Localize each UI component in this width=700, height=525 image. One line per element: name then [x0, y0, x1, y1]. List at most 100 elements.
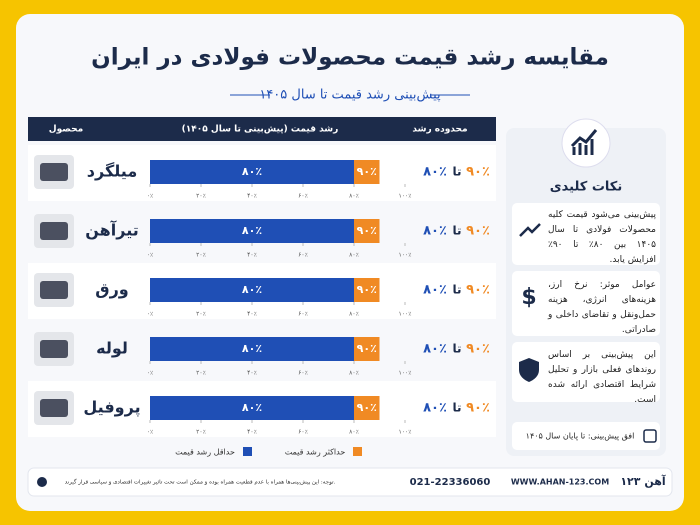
range-label: ۹۰٪ [466, 283, 490, 298]
notes-icon [570, 129, 598, 155]
x-tick-label: ۱۰۰٪ [399, 429, 412, 436]
range-connector: تا [452, 165, 461, 179]
x-tick-label: ۶۰٪ [298, 429, 308, 436]
x-tick-label: ۸۰٪ [349, 429, 359, 436]
x-tick-label: ۶۰٪ [298, 193, 308, 200]
website: WWW.AHAN-123.COM [511, 478, 609, 487]
x-tick-label: ۸۰٪ [349, 252, 359, 259]
x-tick-label: ۰٪ [147, 311, 153, 318]
x-tick-label: ۶۰٪ [298, 370, 308, 377]
x-tick-label: ۸۰٪ [349, 370, 359, 377]
col-header: رشد قیمت (پیش‌بینی تا سال ۱۴۰۵) [182, 125, 339, 135]
x-tick-label: ۲۰٪ [196, 193, 206, 200]
note-text: پیش‌بینی می‌شود قیمت کلیه محصولات فولادی… [548, 210, 656, 265]
info-icon [37, 477, 47, 487]
x-tick-label: ۰٪ [147, 370, 153, 377]
x-tick-label: ۱۰۰٪ [399, 311, 412, 318]
range-label: ۹۰٪ [466, 342, 490, 357]
category-label: لوله [96, 339, 128, 358]
category-label: پروفیل [83, 398, 140, 418]
x-tick-label: ۲۰٪ [196, 252, 206, 259]
range-connector: تا [452, 401, 461, 415]
x-tick-label: ۰٪ [147, 252, 153, 259]
x-tick-label: ۱۰۰٪ [399, 193, 412, 200]
legend-label: حداقل رشد قیمت [175, 448, 235, 457]
range-label: ۹۰٪ [466, 165, 490, 180]
phone: 021-22336060 [410, 477, 491, 488]
note-text: عوامل موثر: نرخ ارز، هزینه‌های انرژی، هز… [548, 280, 656, 335]
category-label: تیرآهن [85, 220, 138, 240]
range-label: ۸۰٪ [423, 165, 447, 180]
horizon: افق پیش‌بینی: تا پایان سال ۱۴۰۵ [526, 432, 635, 441]
product-icon [40, 222, 68, 240]
bar-min [150, 160, 354, 184]
x-tick-label: ۴۰٪ [247, 311, 257, 318]
range-connector: تا [452, 224, 461, 238]
table-header [28, 117, 496, 141]
value-label: ۹۰٪ [357, 165, 377, 178]
x-tick-label: ۰٪ [147, 429, 153, 436]
note-box [512, 422, 660, 450]
bar-min [150, 337, 354, 361]
note-box [512, 271, 660, 336]
x-tick-label: ۲۰٪ [196, 370, 206, 377]
note-icon: $ [521, 285, 536, 310]
legend-label: حداکثر رشد قیمت [285, 448, 346, 457]
x-tick-label: ۸۰٪ [349, 311, 359, 318]
subtitle: پیش‌بینی رشد قیمت تا سال ۱۴۰۵ [259, 88, 441, 103]
x-tick-label: ۶۰٪ [298, 252, 308, 259]
logo: آهن ۱۲۳ [620, 474, 666, 488]
bar-min [150, 219, 354, 243]
value-label: ۸۰٪ [242, 283, 262, 296]
bar-min [150, 396, 354, 420]
range-connector: تا [452, 342, 461, 356]
x-tick-label: ۶۰٪ [298, 311, 308, 318]
notes-title: نکات کلیدی [550, 180, 623, 195]
category-label: ورق [95, 280, 128, 299]
range-connector: تا [452, 283, 461, 297]
note-icon [519, 358, 539, 382]
title: مقایسه رشد قیمت محصولات فولادی در ایران [91, 45, 609, 71]
product-icon [40, 163, 68, 181]
range-label: ۹۰٪ [466, 224, 490, 239]
bar-min [150, 278, 354, 302]
footer-note: توجه: این پیش‌بینی‌ها همراه با عدم قطعیت… [65, 479, 336, 486]
col-header: محدوده رشد [412, 125, 467, 135]
legend-swatch [353, 447, 362, 456]
x-tick-label: ۴۰٪ [247, 193, 257, 200]
category-label: میلگرد [87, 162, 137, 181]
legend-swatch [243, 447, 252, 456]
note-icon [519, 223, 541, 237]
note-box [512, 342, 660, 402]
x-tick-label: ۴۰٪ [247, 252, 257, 259]
x-tick-label: ۴۰٪ [247, 370, 257, 377]
value-label: ۹۰٪ [357, 342, 377, 355]
value-label: ۹۰٪ [357, 224, 377, 237]
x-tick-label: ۰٪ [147, 193, 153, 200]
range-label: ۸۰٪ [423, 283, 447, 298]
product-icon [40, 281, 68, 299]
note-text: این پیش‌بینی بر اساس روندهای فعلی بازار … [548, 350, 656, 405]
range-label: ۸۰٪ [423, 224, 447, 239]
value-label: ۸۰٪ [242, 401, 262, 414]
x-tick-label: ۱۰۰٪ [399, 370, 412, 377]
calendar-icon [643, 429, 657, 443]
range-label: ۹۰٪ [466, 401, 490, 416]
value-label: ۹۰٪ [357, 283, 377, 296]
product-icon [40, 399, 68, 417]
value-label: ۸۰٪ [242, 224, 262, 237]
x-tick-label: ۱۰۰٪ [399, 252, 412, 259]
footer [27, 467, 673, 497]
x-tick-label: ۲۰٪ [196, 311, 206, 318]
x-tick-label: ۴۰٪ [247, 429, 257, 436]
value-label: ۸۰٪ [242, 165, 262, 178]
note-box [512, 203, 660, 265]
x-tick-label: ۸۰٪ [349, 193, 359, 200]
range-label: ۸۰٪ [423, 342, 447, 357]
value-label: ۸۰٪ [242, 342, 262, 355]
product-icon [40, 340, 68, 358]
col-header: محصول [49, 125, 83, 135]
value-label: ۹۰٪ [357, 401, 377, 414]
